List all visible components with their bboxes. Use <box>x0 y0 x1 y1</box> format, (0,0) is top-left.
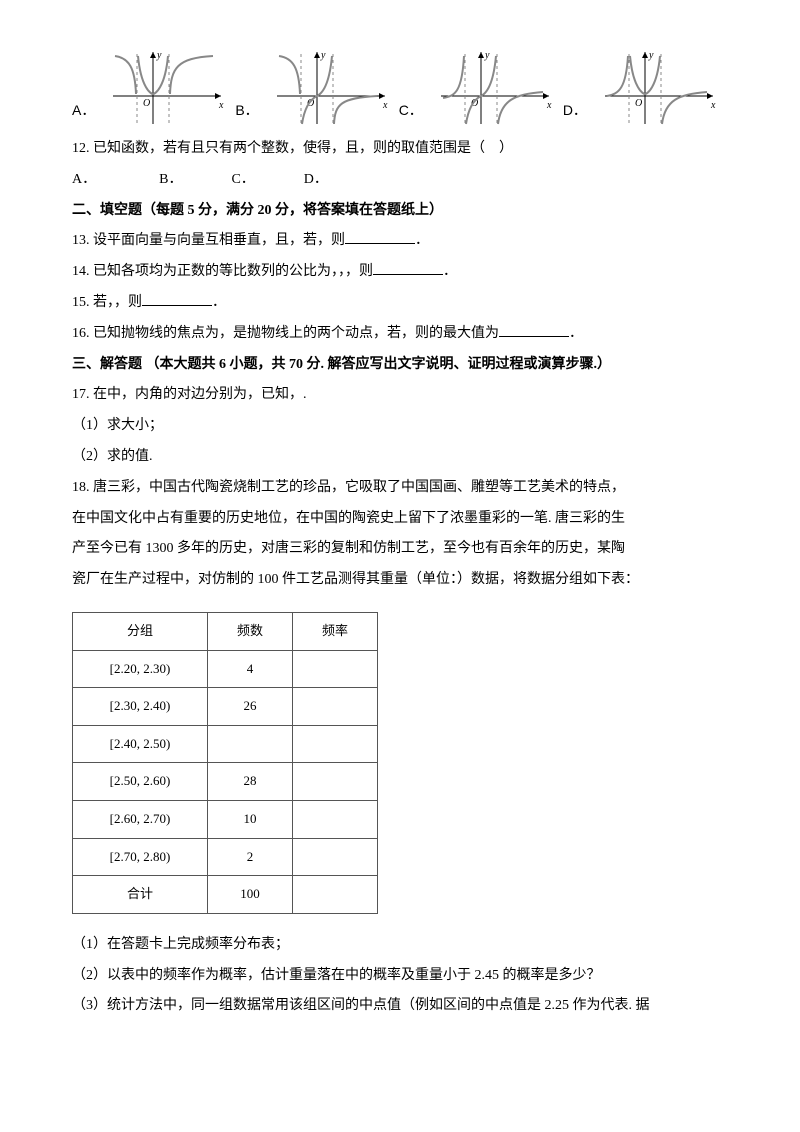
graph-c: x y O <box>435 48 555 128</box>
q13-text: 13. 设平面向量与向量互相垂直，且，若，则 <box>72 233 345 248</box>
q16-text: 16. 已知抛物线的焦点为，是抛物线上的两个动点，若，则的最大值为 <box>72 326 499 341</box>
q15-text: 15. 若，，则 <box>72 295 142 310</box>
choice-a-label: A． <box>72 95 95 128</box>
frequency-table: 分组 频数 频率 [2.20, 2.30)4[2.30, 2.40)26[2.4… <box>72 612 378 914</box>
choice-c-label: C． <box>399 95 423 128</box>
table-cell <box>208 725 293 763</box>
table-cell: 4 <box>208 650 293 688</box>
table-cell <box>293 876 378 914</box>
table-cell <box>293 725 378 763</box>
q16-blank <box>499 322 569 337</box>
table-cell <box>293 650 378 688</box>
q15: 15. 若，，则 ． <box>72 288 728 319</box>
choice-b-label: B． <box>235 95 258 128</box>
q18-p2: 在中国文化中占有重要的历史地位，在中国的陶瓷史上留下了浓墨重彩的一笔. 唐三彩的… <box>72 504 728 535</box>
graph-b: x y O <box>271 48 391 128</box>
table-cell: [2.50, 2.60) <box>73 763 208 801</box>
svg-text:x: x <box>382 100 388 111</box>
q18-part1: （1）在答题卡上完成频率分布表； <box>72 930 728 961</box>
table-header-row: 分组 频数 频率 <box>73 612 378 650</box>
table-cell: [2.60, 2.70) <box>73 800 208 838</box>
graph-a: x y O <box>107 48 227 128</box>
table-row: [2.20, 2.30)4 <box>73 650 378 688</box>
q18-part3: （3）统计方法中，同一组数据常用该组区间的中点值（例如区间的中点值是 2.25 … <box>72 991 728 1022</box>
q14: 14. 已知各项均为正数的等比数列的公比为，，，则 ． <box>72 257 728 288</box>
section3-header: 三、解答题 （本大题共 6 小题，共 70 分. 解答应写出文字说明、证明过程或… <box>72 350 728 381</box>
svg-text:x: x <box>218 100 224 111</box>
th-count: 频数 <box>208 612 293 650</box>
table-row: [2.60, 2.70)10 <box>73 800 378 838</box>
q17-part1: （1）求大小； <box>72 411 728 442</box>
q13-blank <box>345 229 415 244</box>
choice-d-label: D． <box>563 95 587 128</box>
q12-text: 12. 已知函数，若有且只有两个整数，使得，且，则的取值范围是（ ） <box>72 134 728 165</box>
svg-text:y: y <box>484 50 490 61</box>
q14-end: ． <box>443 264 457 279</box>
table-cell <box>293 838 378 876</box>
table-cell <box>293 763 378 801</box>
th-group: 分组 <box>73 612 208 650</box>
q18-part2: （2）以表中的频率作为概率，估计重量落在中的概率及重量小于 2.45 的概率是多… <box>72 961 728 992</box>
table-row: [2.70, 2.80)2 <box>73 838 378 876</box>
svg-text:x: x <box>546 100 552 111</box>
q13: 13. 设平面向量与向量互相垂直，且，若，则 ． <box>72 226 728 257</box>
svg-text:O: O <box>635 98 642 109</box>
table-cell: 28 <box>208 763 293 801</box>
graph-d: x y O <box>599 48 719 128</box>
q13-end: ． <box>415 233 429 248</box>
table-cell: [2.30, 2.40) <box>73 688 208 726</box>
q15-end: ． <box>212 295 226 310</box>
q14-blank <box>373 260 443 275</box>
svg-text:x: x <box>710 100 716 111</box>
svg-text:y: y <box>648 50 654 61</box>
table-cell: 10 <box>208 800 293 838</box>
table-row: [2.40, 2.50) <box>73 725 378 763</box>
table-cell: 2 <box>208 838 293 876</box>
q17-stem: 17. 在中，内角的对边分别为，已知，. <box>72 380 728 411</box>
q18-p3: 产至今已有 1300 多年的历史，对唐三彩的复制和仿制工艺，至今也有百余年的历史… <box>72 534 728 565</box>
table-row: [2.50, 2.60)28 <box>73 763 378 801</box>
table-cell: [2.70, 2.80) <box>73 838 208 876</box>
graph-choices-row: A． x y O B． x y O <box>72 48 728 128</box>
svg-text:y: y <box>320 50 326 61</box>
section2-header: 二、填空题（每题 5 分，满分 20 分，将答案填在答题纸上） <box>72 196 728 227</box>
q12-choices: A． B． C． D． <box>72 165 728 196</box>
svg-text:y: y <box>156 50 162 61</box>
table-cell: 26 <box>208 688 293 726</box>
table-cell <box>293 800 378 838</box>
q16-end: ． <box>569 326 583 341</box>
th-freq: 频率 <box>293 612 378 650</box>
table-row: [2.30, 2.40)26 <box>73 688 378 726</box>
q14-text: 14. 已知各项均为正数的等比数列的公比为，，，则 <box>72 264 373 279</box>
q18-p4: 瓷厂在生产过程中，对仿制的 100 件工艺品测得其重量（单位：）数据，将数据分组… <box>72 565 728 596</box>
table-row: 合计100 <box>73 876 378 914</box>
table-cell: [2.20, 2.30) <box>73 650 208 688</box>
q17-part2: （2）求的值. <box>72 442 728 473</box>
q18-p1: 18. 唐三彩，中国古代陶瓷烧制工艺的珍品，它吸取了中国国画、雕塑等工艺美术的特… <box>72 473 728 504</box>
table-cell: [2.40, 2.50) <box>73 725 208 763</box>
svg-text:O: O <box>143 98 150 109</box>
table-cell <box>293 688 378 726</box>
q15-blank <box>142 291 212 306</box>
table-cell: 合计 <box>73 876 208 914</box>
q16: 16. 已知抛物线的焦点为，是抛物线上的两个动点，若，则的最大值为 ． <box>72 319 728 350</box>
table-cell: 100 <box>208 876 293 914</box>
